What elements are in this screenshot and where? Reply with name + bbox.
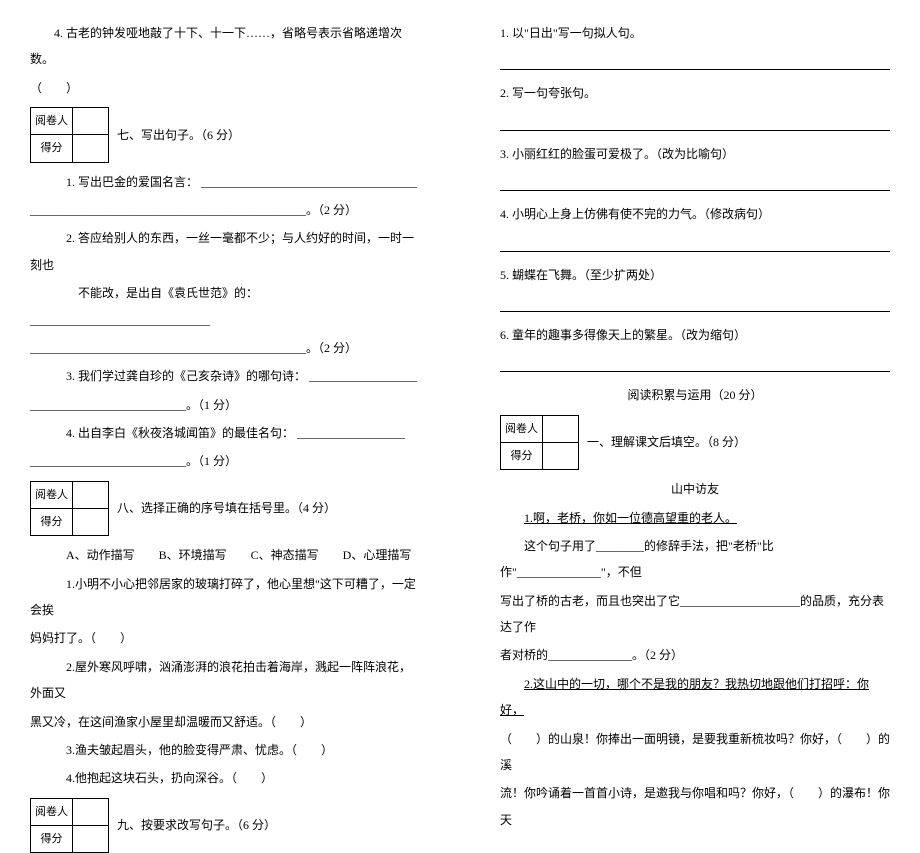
s7-1-a: 1. 写出巴金的爱国名言： __________________________… [30,169,420,195]
r1: 1. 以"日出"写一句拟人句。 [500,20,890,46]
p1b: 写出了桥的古老，而且也突出了它____________________的品质，充… [500,588,890,641]
scorebox-cell [543,415,579,442]
scorebox-label: 阅卷人 [31,108,73,135]
s8-1a: 1.小明不小心把邻居家的玻璃打碎了，他心里想"这下可糟了，一定会挨 [30,571,420,624]
scorebox-cell [73,108,109,135]
right-column: 1. 以"日出"写一句拟人句。 2. 写一句夸张句。 3. 小丽红红的脸蛋可爱极… [460,0,920,651]
scorebox-cell [73,135,109,162]
scorebox-label: 得分 [31,509,73,536]
reading-sec1-title: 一、理解课文后填空。（8 分） [587,429,746,455]
s7-1-b: ________________________________________… [30,197,420,223]
scorebox-label: 阅卷人 [501,415,543,442]
scorebox-cell [543,442,579,469]
blank-line [500,113,890,131]
scorebox-label: 得分 [501,442,543,469]
scorebox-r1: 阅卷人 得分 [500,415,579,470]
blank-line [500,234,890,252]
s8-options: A、动作描写 B、环境描写 C、神态描写 D、心理描写 [30,542,420,568]
r6: 6. 童年的趣事多得像天上的繁星。（改为缩句） [500,322,890,348]
section-7-title: 七、写出句子。（6 分） [117,122,240,148]
scorebox-8: 阅卷人 得分 [30,481,109,536]
blank-line [500,173,890,191]
r5: 5. 蝴蝶在飞舞。（至少扩两处） [500,262,890,288]
s7-2-a: 2. 答应给别人的东西，一丝一毫都不少；与人约好的时间，一时一刻也 [30,225,420,278]
scorebox-7: 阅卷人 得分 [30,107,109,162]
scorebox-label: 得分 [31,825,73,852]
p1c: 者对桥的______________。（2 分） [500,642,890,668]
blank-line [500,294,890,312]
reading-title: 阅读积累与运用（20 分） [500,382,890,408]
s7-2-c: ________________________________________… [30,335,420,361]
scorebox-label: 阅卷人 [31,798,73,825]
scorebox-cell [73,481,109,508]
s7-3-a: 3. 我们学过龚自珍的《己亥杂诗》的哪句诗： _________________… [30,363,420,389]
scorebox-cell [73,798,109,825]
q4-line: 4. 古老的钟发哑地敲了十下、十一下……，省略号表示省略递增次数。 [30,20,420,73]
r3: 3. 小丽红红的脸蛋可爱极了。（改为比喻句） [500,141,890,167]
section-8-header: 阅卷人 得分 八、选择正确的序号填在括号里。（4 分） [30,481,420,536]
p1a: 这个句子用了________的修辞手法，把"老桥"比作"____________… [500,533,890,586]
scorebox-cell [73,509,109,536]
section-8-title: 八、选择正确的序号填在括号里。（4 分） [117,495,336,521]
left-column: 4. 古老的钟发哑地敲了十下、十一下……，省略号表示省略递增次数。 （ ） 阅卷… [0,0,460,651]
s7-4-b: __________________________。（1 分） [30,448,420,474]
p1: 1.啊，老桥，你如一位德高望重的老人。 [500,505,890,531]
reading-subtitle: 山中访友 [500,476,890,502]
s8-1b: 妈妈打了。（ ） [30,625,420,651]
scorebox-cell [73,825,109,852]
reading-sec1-header: 阅卷人 得分 一、理解课文后填空。（8 分） [500,415,890,470]
s8-4: 4.他抱起这块石头，扔向深谷。（ ） [30,765,420,791]
section-9-title: 九、按要求改写句子。（6 分） [117,812,276,838]
blank-line [500,52,890,70]
s8-3: 3.渔夫皱起眉头，他的脸变得严肃、忧虑。（ ） [30,737,420,763]
s8-2a: 2.屋外寒风呼啸，汹涌澎湃的浪花拍击着海岸，溅起一阵阵浪花，外面又 [30,654,420,707]
section-9-header: 阅卷人 得分 九、按要求改写句子。（6 分） [30,798,420,853]
section-7-header: 阅卷人 得分 七、写出句子。（6 分） [30,107,420,162]
r2: 2. 写一句夸张句。 [500,80,890,106]
s8-2b: 黑又冷，在这间渔家小屋里却温暖而又舒适。（ ） [30,709,420,735]
s7-3-b: __________________________。（1 分） [30,392,420,418]
p2c: 流！你吟诵着一首首小诗，是邀我与你唱和吗？你好，（ ）的瀑布！你天 [500,780,890,833]
s7-4-a: 4. 出自李白《秋夜洛城闻笛》的最佳名句： __________________ [30,420,420,446]
p2b: （ ）的山泉！你捧出一面明镜，是要我重新梳妆吗？你好，（ ）的溪 [500,726,890,779]
blank-line [500,354,890,372]
scorebox-9: 阅卷人 得分 [30,798,109,853]
scorebox-label: 阅卷人 [31,481,73,508]
q4-paren: （ ） [30,75,420,101]
scorebox-label: 得分 [31,135,73,162]
p2a: 2.这山中的一切，哪个不是我的朋友？我热切地跟他们打招呼：你好， [500,671,890,724]
r4: 4. 小明心上身上仿佛有使不完的力气。（修改病句） [500,201,890,227]
s7-2-b: 不能改，是出自《袁氏世范》的： ________________________… [30,280,420,333]
